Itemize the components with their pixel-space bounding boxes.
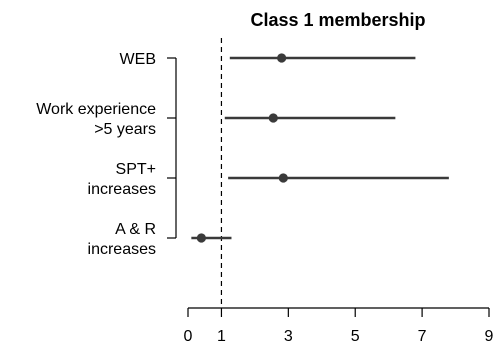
point-estimate — [196, 233, 206, 243]
category-label: increases — [88, 241, 156, 258]
category-label: WEB — [120, 51, 156, 68]
x-tick-label: 0 — [184, 328, 193, 345]
chart-title: Class 1 membership — [250, 10, 425, 30]
category-label: increases — [88, 181, 156, 198]
category-label: SPT+ — [116, 161, 156, 178]
y-axis — [167, 57, 177, 239]
x-tick-label: 7 — [418, 328, 427, 345]
category-label: A & R — [115, 221, 156, 238]
point-estimate — [277, 53, 287, 63]
x-tick-label: 5 — [351, 328, 360, 345]
data-marks — [191, 53, 449, 243]
category-label: Work experience — [36, 101, 156, 118]
x-tick-label: 3 — [284, 328, 293, 345]
category-labels: WEB Work experience >5 years SPT+ increases A… — [36, 51, 156, 258]
category-label: >5 years — [94, 121, 156, 138]
x-tick-label: 9 — [485, 328, 494, 345]
x-tick-label: 1 — [217, 328, 226, 345]
point-estimate — [268, 113, 278, 123]
point-estimate — [278, 173, 288, 183]
x-axis: 0 1 3 5 7 9 — [184, 307, 494, 345]
